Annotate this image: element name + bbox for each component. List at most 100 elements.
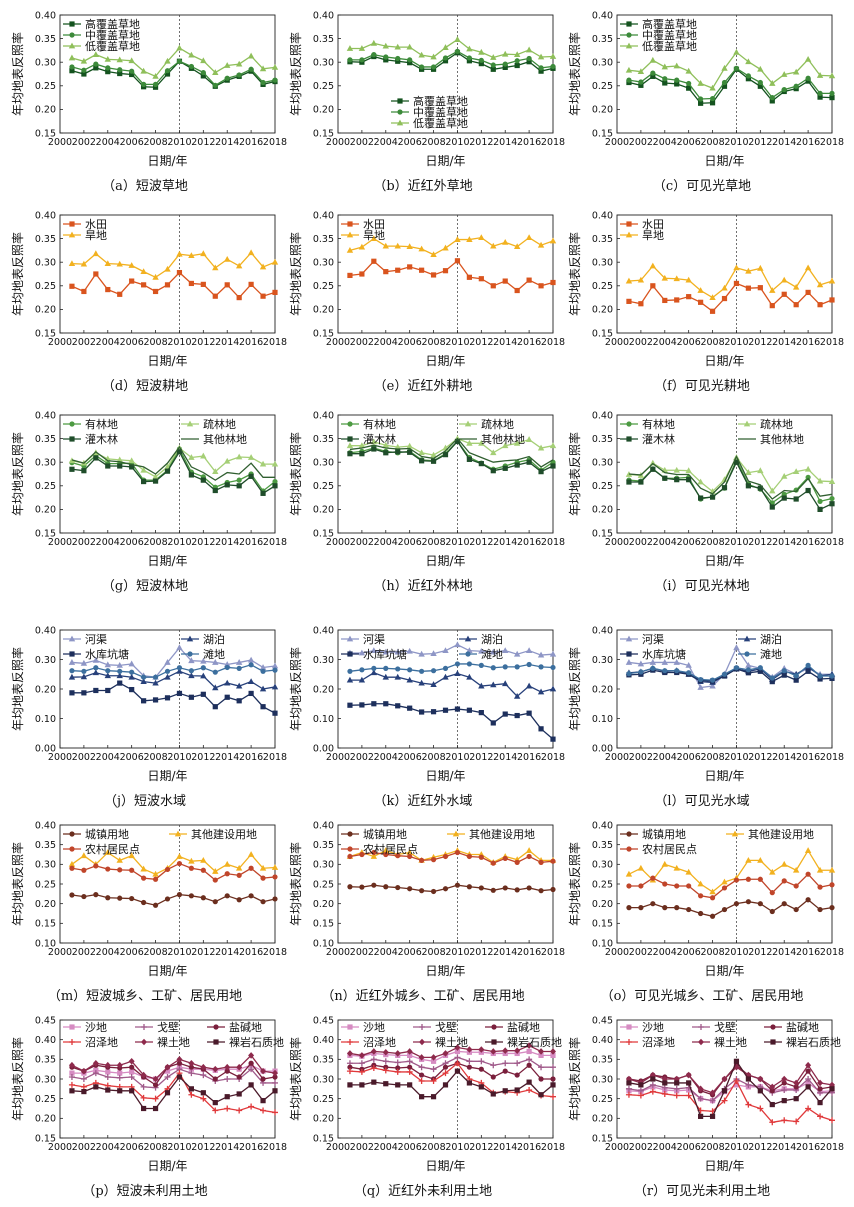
legend-marker <box>397 98 403 104</box>
data-point <box>128 852 135 859</box>
data-point <box>674 905 680 911</box>
data-point <box>224 482 230 488</box>
y-axis-title: 年均地表反照率 <box>10 842 25 926</box>
data-point <box>490 1048 497 1055</box>
data-point <box>502 1068 508 1074</box>
data-point <box>395 853 401 859</box>
data-point <box>526 277 532 283</box>
data-point <box>371 446 377 452</box>
data-point <box>478 234 485 241</box>
legend-label: 河渠 <box>85 633 107 646</box>
data-point <box>394 673 401 680</box>
data-point <box>104 260 111 267</box>
plot-frame <box>59 414 276 534</box>
data-point <box>526 885 532 891</box>
data-point <box>152 84 159 90</box>
y-tick-label: 0.10 <box>35 714 56 725</box>
legend-item: 农村居民点 <box>341 842 418 856</box>
data-point <box>709 308 716 314</box>
legend-label: 水田 <box>642 218 664 231</box>
data-point <box>105 286 111 293</box>
y-axis-title: 年均地表反照率 <box>288 432 303 516</box>
series-line <box>71 664 276 678</box>
data-point <box>793 1096 799 1102</box>
data-point <box>626 479 632 485</box>
y-tick-label: 0.20 <box>35 105 56 116</box>
data-point <box>550 63 556 70</box>
data-point <box>442 647 449 654</box>
data-point <box>550 736 556 742</box>
data-point <box>769 1088 775 1094</box>
data-point <box>104 661 111 668</box>
data-point <box>757 79 763 86</box>
data-point <box>69 892 75 898</box>
y-tick-label: 0.35 <box>592 34 613 45</box>
data-point <box>466 236 473 242</box>
legend-item: 旱地 <box>63 229 107 242</box>
legend-label: 灌木林 <box>85 432 118 446</box>
legend-marker <box>347 1039 353 1045</box>
x-tick-label: 2016 <box>796 537 820 548</box>
y-tick-label: 0.40 <box>35 210 56 221</box>
data-point <box>382 1058 389 1065</box>
legend-label: 戈壁 <box>714 1020 736 1034</box>
data-point <box>626 883 632 889</box>
data-point <box>490 887 496 893</box>
legend-item: 其他林地 <box>181 432 247 446</box>
data-point <box>105 65 111 71</box>
legend-item: 水田 <box>63 218 107 231</box>
legend-marker <box>625 231 633 238</box>
data-point <box>248 1082 254 1088</box>
x-tick-label: 2014 <box>215 752 239 763</box>
data-point <box>514 287 520 294</box>
data-point <box>105 69 111 75</box>
data-point <box>80 659 88 666</box>
x-tick-label: 2010 <box>445 1142 469 1153</box>
data-point <box>93 863 99 869</box>
data-point <box>526 710 532 716</box>
data-point <box>686 294 692 300</box>
data-point <box>745 1101 752 1108</box>
series-滩地 <box>69 662 278 680</box>
data-point <box>478 57 484 63</box>
data-point <box>176 58 183 64</box>
data-point <box>152 876 159 882</box>
chart-panel-q: 0.15 0.20 0.25 0.30 0.35 0.40 0.45 2000 2002 2004… <box>286 1010 565 1200</box>
legend-marker <box>626 1024 632 1030</box>
series-裸岩石质地 <box>69 1074 278 1112</box>
data-point <box>792 866 800 873</box>
series-line <box>71 646 276 678</box>
data-point <box>212 704 218 710</box>
data-point <box>141 698 147 704</box>
legend-label: 旱地 <box>85 229 107 242</box>
data-point <box>502 855 508 862</box>
data-point <box>129 1088 135 1094</box>
data-point <box>105 1069 111 1075</box>
data-point <box>116 662 123 668</box>
data-point <box>188 1064 194 1070</box>
data-point <box>152 1075 159 1083</box>
data-point <box>395 267 401 273</box>
data-point <box>200 57 207 64</box>
data-point <box>538 888 544 894</box>
series-高覆盖草地 <box>347 50 556 74</box>
data-point <box>212 684 219 691</box>
x-tick-label: 2016 <box>517 752 541 763</box>
y-tick-label: 0.45 <box>313 1015 334 1026</box>
y-tick-label: 0.35 <box>592 840 613 851</box>
y-tick-label: 0.35 <box>35 434 56 445</box>
y-axis-title: 年均地表反照率 <box>567 232 582 316</box>
data-point <box>697 1095 704 1102</box>
data-point <box>248 1052 255 1059</box>
data-point <box>442 707 449 713</box>
y-tick-label: 0.30 <box>35 458 56 469</box>
legend-label: 农村居民点 <box>85 842 140 856</box>
x-tick-label: 2010 <box>445 537 469 548</box>
data-point <box>370 1056 377 1063</box>
data-point <box>698 495 704 501</box>
data-point <box>224 694 230 700</box>
data-point <box>478 48 485 55</box>
data-point <box>514 1060 521 1067</box>
data-point <box>188 694 194 700</box>
